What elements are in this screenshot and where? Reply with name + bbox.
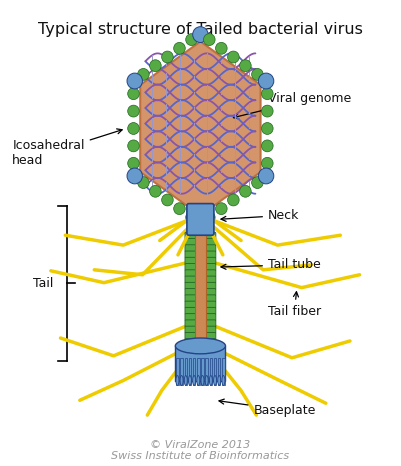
FancyBboxPatch shape: [185, 339, 216, 346]
Bar: [197, 358, 200, 385]
Circle shape: [174, 203, 185, 215]
Circle shape: [261, 105, 273, 117]
Ellipse shape: [192, 376, 196, 385]
Ellipse shape: [209, 376, 212, 385]
Bar: [214, 358, 216, 385]
Circle shape: [162, 51, 173, 63]
Circle shape: [174, 42, 185, 54]
Text: Baseplate: Baseplate: [219, 399, 316, 417]
Bar: [210, 358, 212, 385]
Ellipse shape: [184, 376, 187, 385]
Bar: [201, 358, 204, 385]
FancyBboxPatch shape: [185, 264, 216, 271]
Ellipse shape: [197, 376, 200, 385]
Circle shape: [138, 69, 149, 80]
FancyBboxPatch shape: [185, 245, 216, 252]
Ellipse shape: [201, 376, 204, 385]
Circle shape: [162, 194, 173, 206]
Text: © ViralZone 2013
Swiss Institute of Bioinformatics: © ViralZone 2013 Swiss Institute of Bioi…: [111, 440, 290, 461]
Circle shape: [193, 214, 208, 230]
FancyBboxPatch shape: [185, 332, 216, 340]
FancyBboxPatch shape: [185, 270, 216, 277]
Circle shape: [261, 158, 273, 169]
Circle shape: [228, 51, 239, 63]
Bar: [175, 346, 225, 381]
Circle shape: [204, 212, 215, 223]
Circle shape: [216, 203, 227, 215]
Circle shape: [128, 158, 139, 169]
Circle shape: [258, 73, 274, 89]
Circle shape: [186, 34, 197, 46]
Circle shape: [240, 185, 251, 197]
Circle shape: [216, 42, 227, 54]
Text: Viral genome: Viral genome: [233, 92, 351, 119]
Text: Typical structure of Tailed bacterial virus: Typical structure of Tailed bacterial vi…: [38, 22, 363, 37]
Ellipse shape: [176, 376, 179, 385]
FancyBboxPatch shape: [185, 308, 216, 315]
FancyBboxPatch shape: [185, 251, 216, 258]
Circle shape: [186, 212, 197, 223]
Ellipse shape: [175, 338, 225, 354]
FancyBboxPatch shape: [185, 288, 216, 296]
Bar: [189, 358, 191, 385]
Circle shape: [127, 168, 142, 184]
Bar: [176, 358, 179, 385]
Bar: [184, 358, 187, 385]
Circle shape: [252, 69, 263, 80]
Ellipse shape: [214, 376, 217, 385]
Circle shape: [128, 105, 139, 117]
Bar: [194, 233, 206, 346]
FancyBboxPatch shape: [185, 282, 216, 289]
FancyBboxPatch shape: [185, 239, 216, 246]
Bar: [222, 358, 225, 385]
Bar: [218, 358, 221, 385]
Circle shape: [261, 123, 273, 134]
FancyBboxPatch shape: [185, 257, 216, 264]
Polygon shape: [140, 41, 261, 215]
Text: Neck: Neck: [221, 209, 299, 222]
Circle shape: [128, 140, 139, 152]
FancyBboxPatch shape: [185, 232, 216, 240]
Circle shape: [150, 185, 161, 197]
Text: Tail tube: Tail tube: [221, 258, 321, 271]
FancyBboxPatch shape: [185, 314, 216, 321]
Text: Tail: Tail: [33, 277, 54, 290]
Circle shape: [193, 27, 208, 42]
Circle shape: [150, 60, 161, 72]
Circle shape: [261, 140, 273, 152]
Text: Tail fiber: Tail fiber: [268, 292, 321, 318]
FancyBboxPatch shape: [185, 326, 216, 333]
Circle shape: [204, 34, 215, 46]
Circle shape: [261, 88, 273, 100]
FancyBboxPatch shape: [185, 276, 216, 283]
Bar: [180, 358, 183, 385]
Ellipse shape: [180, 376, 183, 385]
FancyBboxPatch shape: [187, 204, 214, 235]
Ellipse shape: [188, 376, 191, 385]
Circle shape: [127, 73, 142, 89]
FancyBboxPatch shape: [185, 295, 216, 302]
Circle shape: [228, 194, 239, 206]
FancyBboxPatch shape: [185, 320, 216, 327]
Circle shape: [252, 177, 263, 189]
Circle shape: [128, 123, 139, 134]
Ellipse shape: [205, 376, 208, 385]
Bar: [193, 358, 195, 385]
Ellipse shape: [218, 376, 221, 385]
Circle shape: [128, 88, 139, 100]
FancyBboxPatch shape: [185, 301, 216, 308]
Text: Icosahedral
head: Icosahedral head: [12, 129, 122, 167]
Circle shape: [258, 168, 274, 184]
Bar: [205, 358, 208, 385]
Circle shape: [138, 177, 149, 189]
Ellipse shape: [222, 376, 225, 385]
Circle shape: [240, 60, 251, 72]
